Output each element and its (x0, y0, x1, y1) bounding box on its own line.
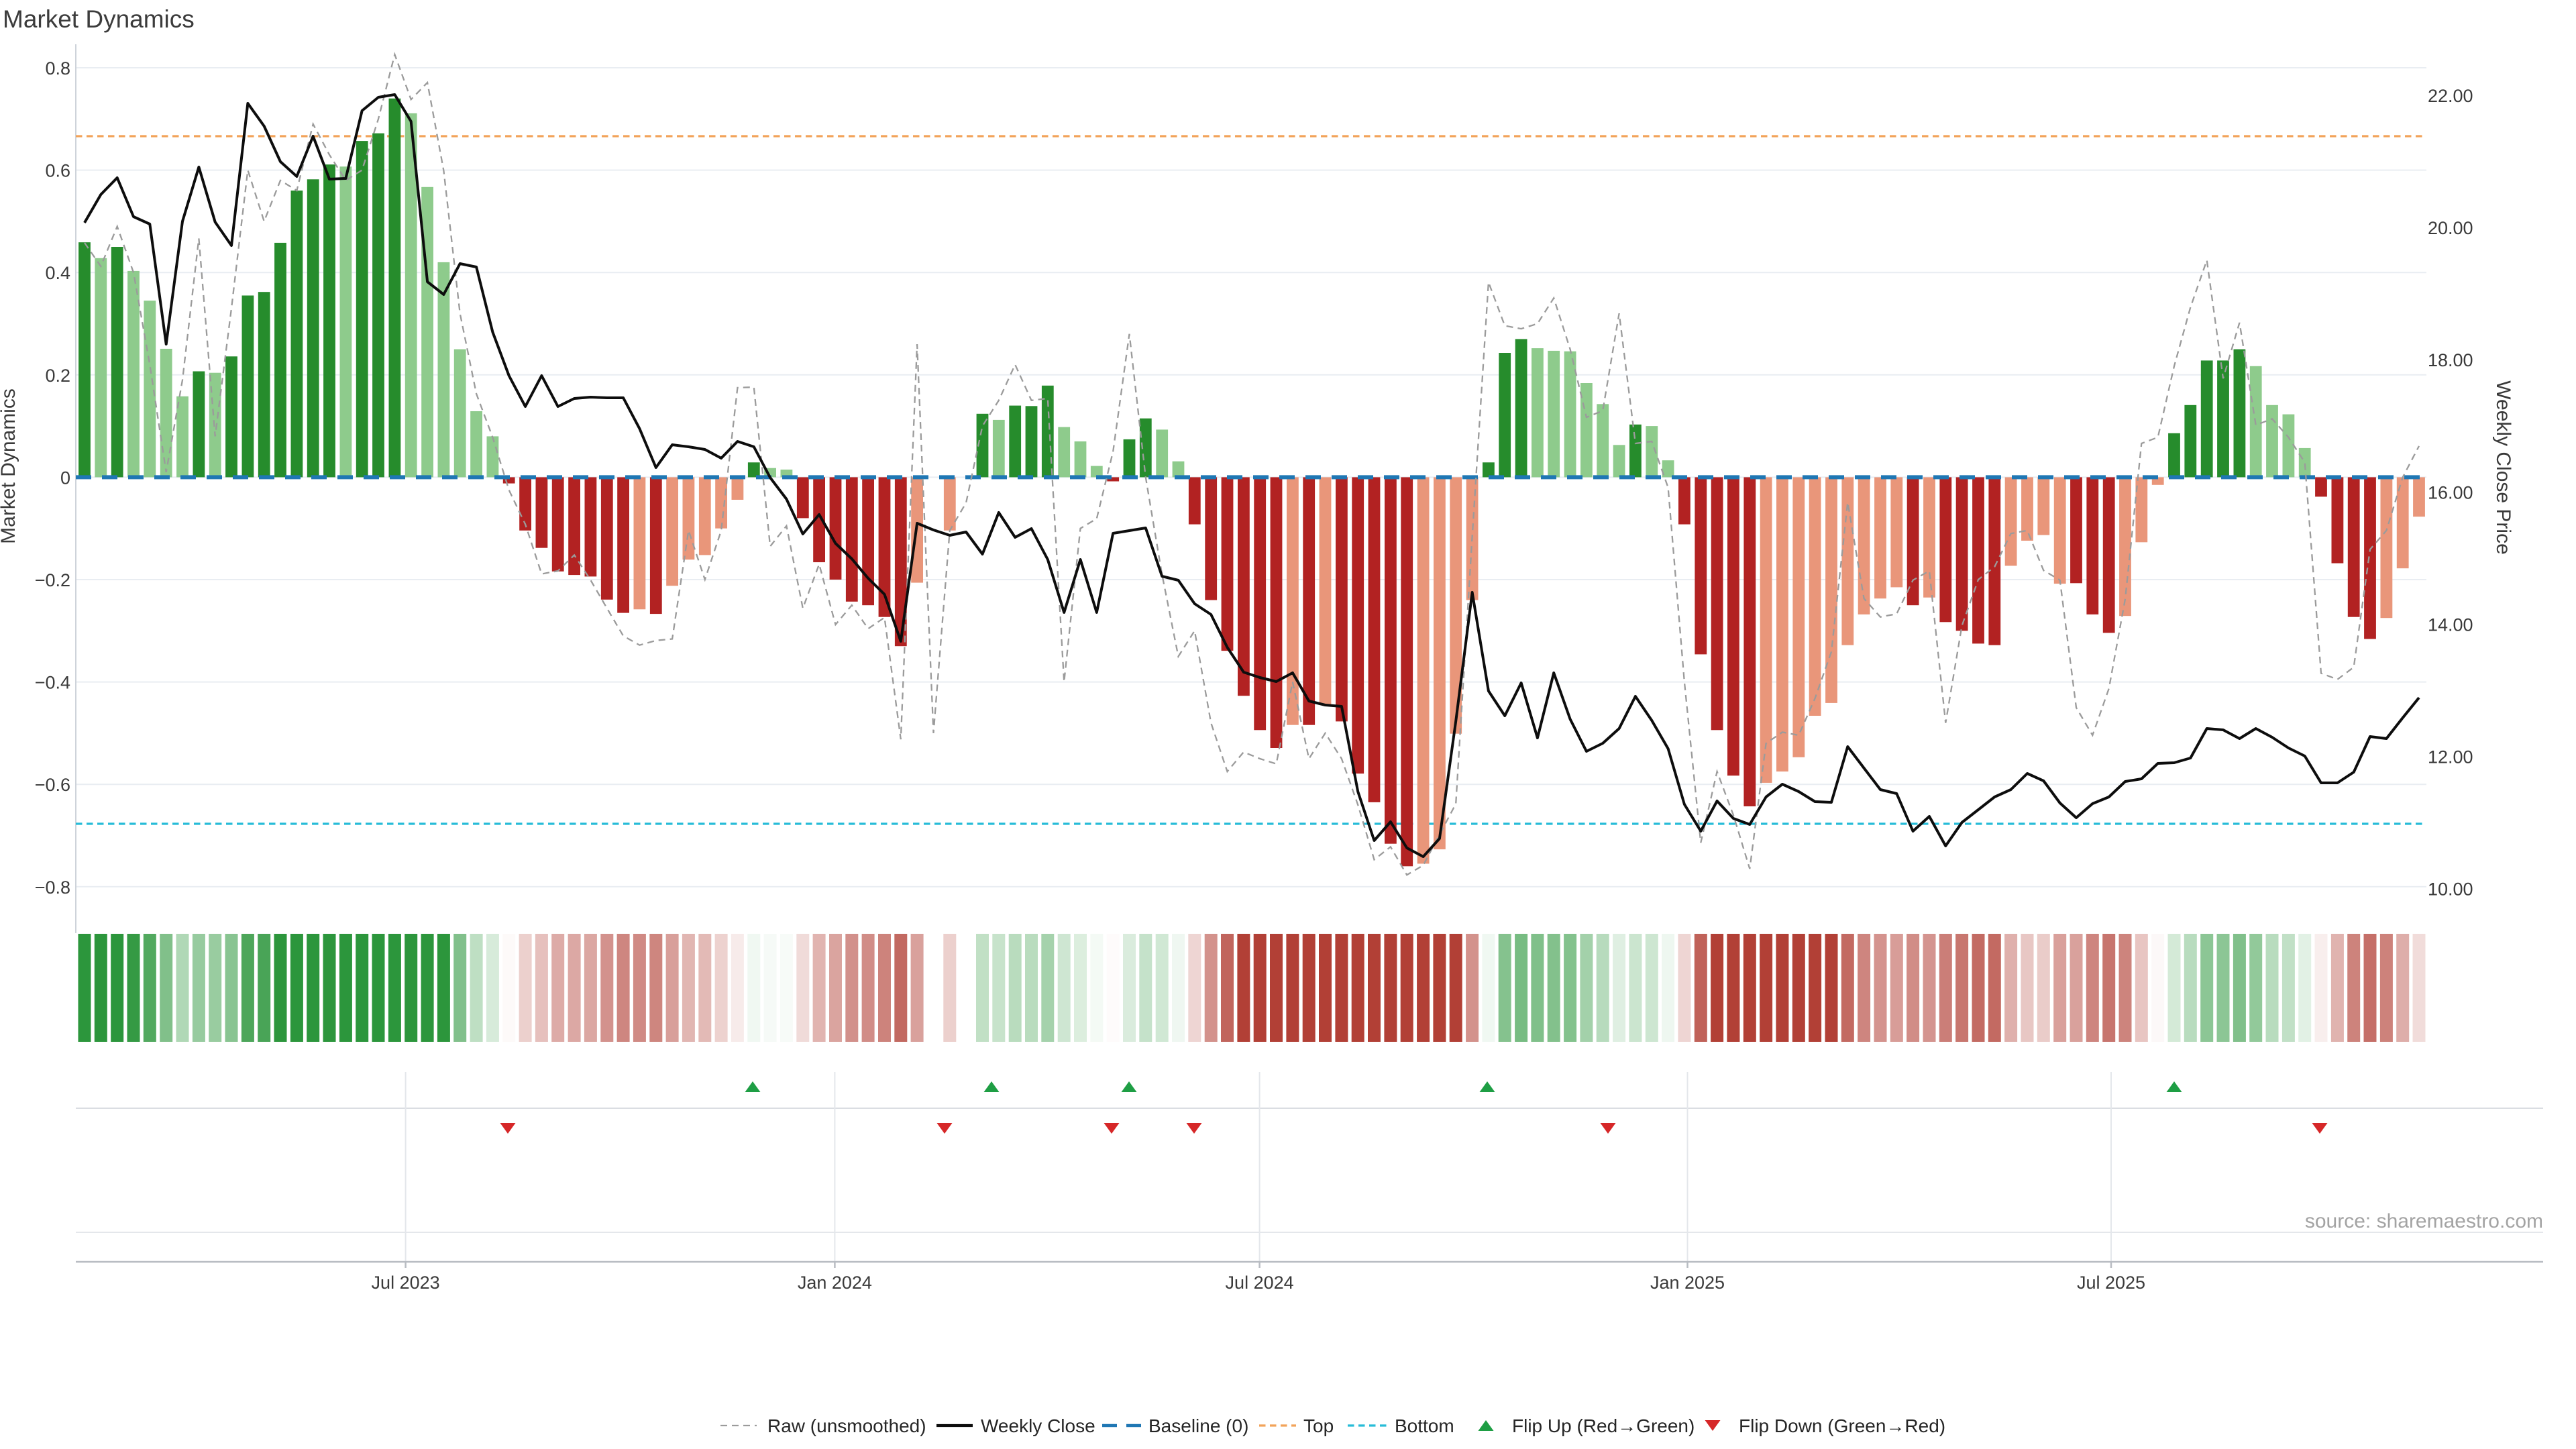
svg-text:14.00: 14.00 (2428, 614, 2473, 635)
svg-text:22.00: 22.00 (2428, 86, 2473, 106)
svg-text:Jan 2024: Jan 2024 (798, 1273, 872, 1293)
svg-text:0.6: 0.6 (45, 161, 70, 181)
svg-text:Top: Top (1303, 1415, 1334, 1436)
svg-text:Jul 2024: Jul 2024 (1226, 1273, 1294, 1293)
svg-text:16.00: 16.00 (2428, 482, 2473, 502)
svg-text:Weekly Close Price: Weekly Close Price (2492, 380, 2514, 555)
svg-text:Jul 2025: Jul 2025 (2077, 1273, 2145, 1293)
svg-text:Baseline (0): Baseline (0) (1148, 1415, 1248, 1436)
svg-text:10.00: 10.00 (2428, 879, 2473, 900)
svg-text:18.00: 18.00 (2428, 350, 2473, 370)
svg-text:Raw (unsmoothed): Raw (unsmoothed) (767, 1415, 926, 1436)
svg-text:−0.6: −0.6 (35, 775, 70, 795)
svg-text:Flip Up (Red→Green): Flip Up (Red→Green) (1512, 1415, 1695, 1436)
svg-text:Market Dynamics: Market Dynamics (3, 5, 195, 33)
svg-text:Flip Down (Green→Red): Flip Down (Green→Red) (1739, 1415, 1945, 1436)
svg-text:Weekly Close: Weekly Close (981, 1415, 1095, 1436)
svg-text:20.00: 20.00 (2428, 218, 2473, 238)
svg-text:Market Dynamics: Market Dynamics (0, 388, 19, 544)
svg-text:−0.4: −0.4 (35, 673, 70, 693)
svg-text:0: 0 (60, 468, 70, 488)
svg-text:0.4: 0.4 (45, 263, 70, 283)
svg-text:−0.2: −0.2 (35, 570, 70, 590)
svg-text:−0.8: −0.8 (35, 877, 70, 898)
svg-text:12.00: 12.00 (2428, 747, 2473, 767)
svg-text:Jul 2023: Jul 2023 (372, 1273, 440, 1293)
svg-text:0.2: 0.2 (45, 366, 70, 386)
svg-text:Bottom: Bottom (1395, 1415, 1454, 1436)
svg-text:0.8: 0.8 (45, 58, 70, 78)
svg-text:source: sharemaestro.com: source: sharemaestro.com (2305, 1210, 2543, 1232)
svg-text:Jan 2025: Jan 2025 (1650, 1273, 1725, 1293)
